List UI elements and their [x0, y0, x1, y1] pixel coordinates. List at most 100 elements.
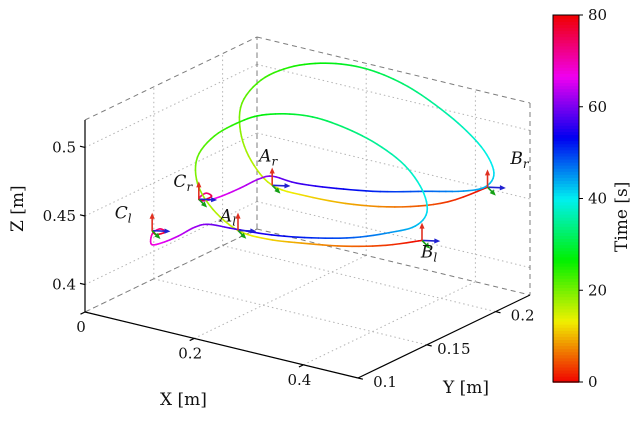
colorbar-gradient-strip [553, 143, 579, 148]
trajectory-segment [416, 180, 421, 187]
colorbar-gradient-strip [553, 293, 579, 298]
colorbar-gradient-strip [553, 339, 579, 344]
trajectory-right-hand [198, 62, 495, 208]
colorbar-gradient-strip [553, 284, 579, 288]
trajectory-segment [221, 126, 229, 132]
frame-axis-arrowhead [489, 189, 496, 196]
colorbar-gradient-strip [553, 88, 579, 93]
frame-b-r [484, 169, 506, 196]
z-tick-mark [79, 282, 86, 286]
colorbar-gradient-strip [553, 42, 579, 47]
colorbar-gradient-strip [553, 94, 579, 99]
colorbar-gradient-strip [553, 161, 579, 166]
colorbar-gradient-strip [553, 97, 579, 102]
trajectory-segment [271, 239, 279, 242]
trajectory-segment [439, 201, 449, 205]
frame-axis-arrowhead [201, 201, 208, 208]
x-axis-label: X [m] [160, 390, 207, 410]
colorbar-gradient-strip [553, 149, 579, 154]
trajectory-segment [407, 168, 413, 175]
trajectory-segment [208, 204, 214, 211]
trajectory-segment [251, 231, 260, 234]
trajectory-segment [314, 243, 324, 246]
trajectory-segment [448, 114, 455, 121]
trajectory-segment [372, 233, 381, 237]
trajectory-segment [480, 146, 485, 152]
x-tick-label: 0.2 [178, 344, 202, 362]
colorbar-gradient-strip [553, 317, 579, 322]
trajectory-segment [452, 118, 459, 124]
colorbar-gradient-strip [553, 226, 579, 230]
colorbar-gradient-strip [553, 250, 579, 255]
colorbar-gradient-strip [553, 229, 579, 233]
colorbar-gradient-strip [553, 348, 579, 353]
colorbar-gradient-strip [553, 210, 579, 215]
trajectory-segment [336, 123, 344, 128]
trajectory-segment [443, 110, 450, 117]
trajectory-segment [245, 89, 251, 96]
colorbar-gradient-strip [553, 241, 579, 246]
trajectory-segment [291, 181, 298, 184]
colorbar-tick-label: 0 [588, 373, 598, 391]
frame-axis-arrowhead [419, 222, 425, 229]
colorbar-gradient-strip [553, 91, 579, 96]
colorbar-gradient-strip [553, 54, 579, 59]
tick-labels: 0 0.2 0.4 0.1 0.15 0.2 0.4 0.45 0.5 [43, 138, 535, 391]
colorbar-gradient-strip [553, 48, 579, 53]
trajectory-segment [379, 232, 387, 236]
trajectory-segment [390, 230, 398, 234]
trajectory-segment [243, 145, 248, 153]
colorbar-gradient-strip [553, 137, 579, 142]
frame-axis-arrowhead [149, 212, 155, 219]
trajectory-segment [462, 193, 472, 198]
colorbar-gradient-strip [553, 174, 579, 178]
z-tick-mark [79, 214, 86, 217]
frame-label-c-r: Cr [173, 172, 193, 194]
colorbar-tick-label: 80 [588, 6, 607, 24]
trajectory-segment [258, 232, 267, 235]
colorbar-gradient-strip [553, 100, 579, 105]
colorbar-gradient-strip [553, 235, 579, 240]
frame-axis-arrowhead [240, 232, 247, 239]
trajectory-segment [381, 146, 388, 152]
z-tick-mark [79, 145, 86, 149]
colorbar-gradient-strip [553, 369, 579, 374]
trajectory-segment [277, 234, 286, 238]
trajectory-segment [312, 196, 322, 200]
colorbar-gradient-strip [553, 24, 579, 29]
trajectory-segment [352, 203, 363, 207]
frame-axis-arrowhead [434, 238, 441, 244]
trajectory-segment [283, 235, 293, 238]
frame-axis-arrowhead [250, 228, 257, 234]
colorbar-gradient-strip [553, 70, 579, 74]
colorbar-gradient-strip [553, 244, 579, 249]
colorbar-gradient-strip [553, 192, 579, 197]
colorbar-gradient-strip [553, 140, 579, 145]
colorbar-gradient-strip [553, 177, 579, 181]
colorbar-gradient-strip [553, 259, 579, 264]
colorbar-gradient-strip [553, 216, 579, 221]
trajectory-segment [250, 159, 255, 166]
colorbar-gradient-strip [553, 287, 579, 292]
colorbar-gradient-strip [553, 155, 579, 160]
box-edge [84, 36, 258, 121]
frame-labels: Ar Al Br Bl Cr Cl [115, 146, 530, 264]
colorbar-gradient-strip [553, 222, 579, 227]
trajectory-segment [276, 239, 284, 243]
x-tick-label: 0 [76, 318, 86, 336]
trajectory-segment [260, 76, 266, 81]
colorbar-gradient-strip [553, 33, 579, 38]
colorbar-gradient-strip [553, 296, 579, 301]
colorbar-gradient-strip [553, 146, 579, 151]
colorbar-label: Time [s] [612, 181, 632, 252]
trajectory-segment [296, 182, 304, 185]
colorbar-gradient-strip [553, 118, 579, 123]
trajectory-segment [314, 185, 324, 188]
frame-axis-arrowhead [235, 212, 241, 219]
trajectory-segment [356, 132, 364, 137]
y-axis-label: Y [m] [443, 378, 490, 398]
frame-axis-arrowhead [154, 232, 161, 239]
y-axis-line [357, 294, 531, 379]
trajectory-segment [406, 85, 414, 90]
